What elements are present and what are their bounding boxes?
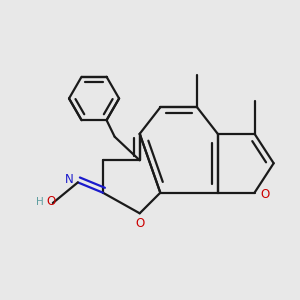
Text: O: O bbox=[135, 217, 144, 230]
Text: H: H bbox=[36, 196, 43, 206]
Text: N: N bbox=[65, 173, 74, 186]
Text: O: O bbox=[47, 195, 56, 208]
Text: O: O bbox=[260, 188, 269, 201]
